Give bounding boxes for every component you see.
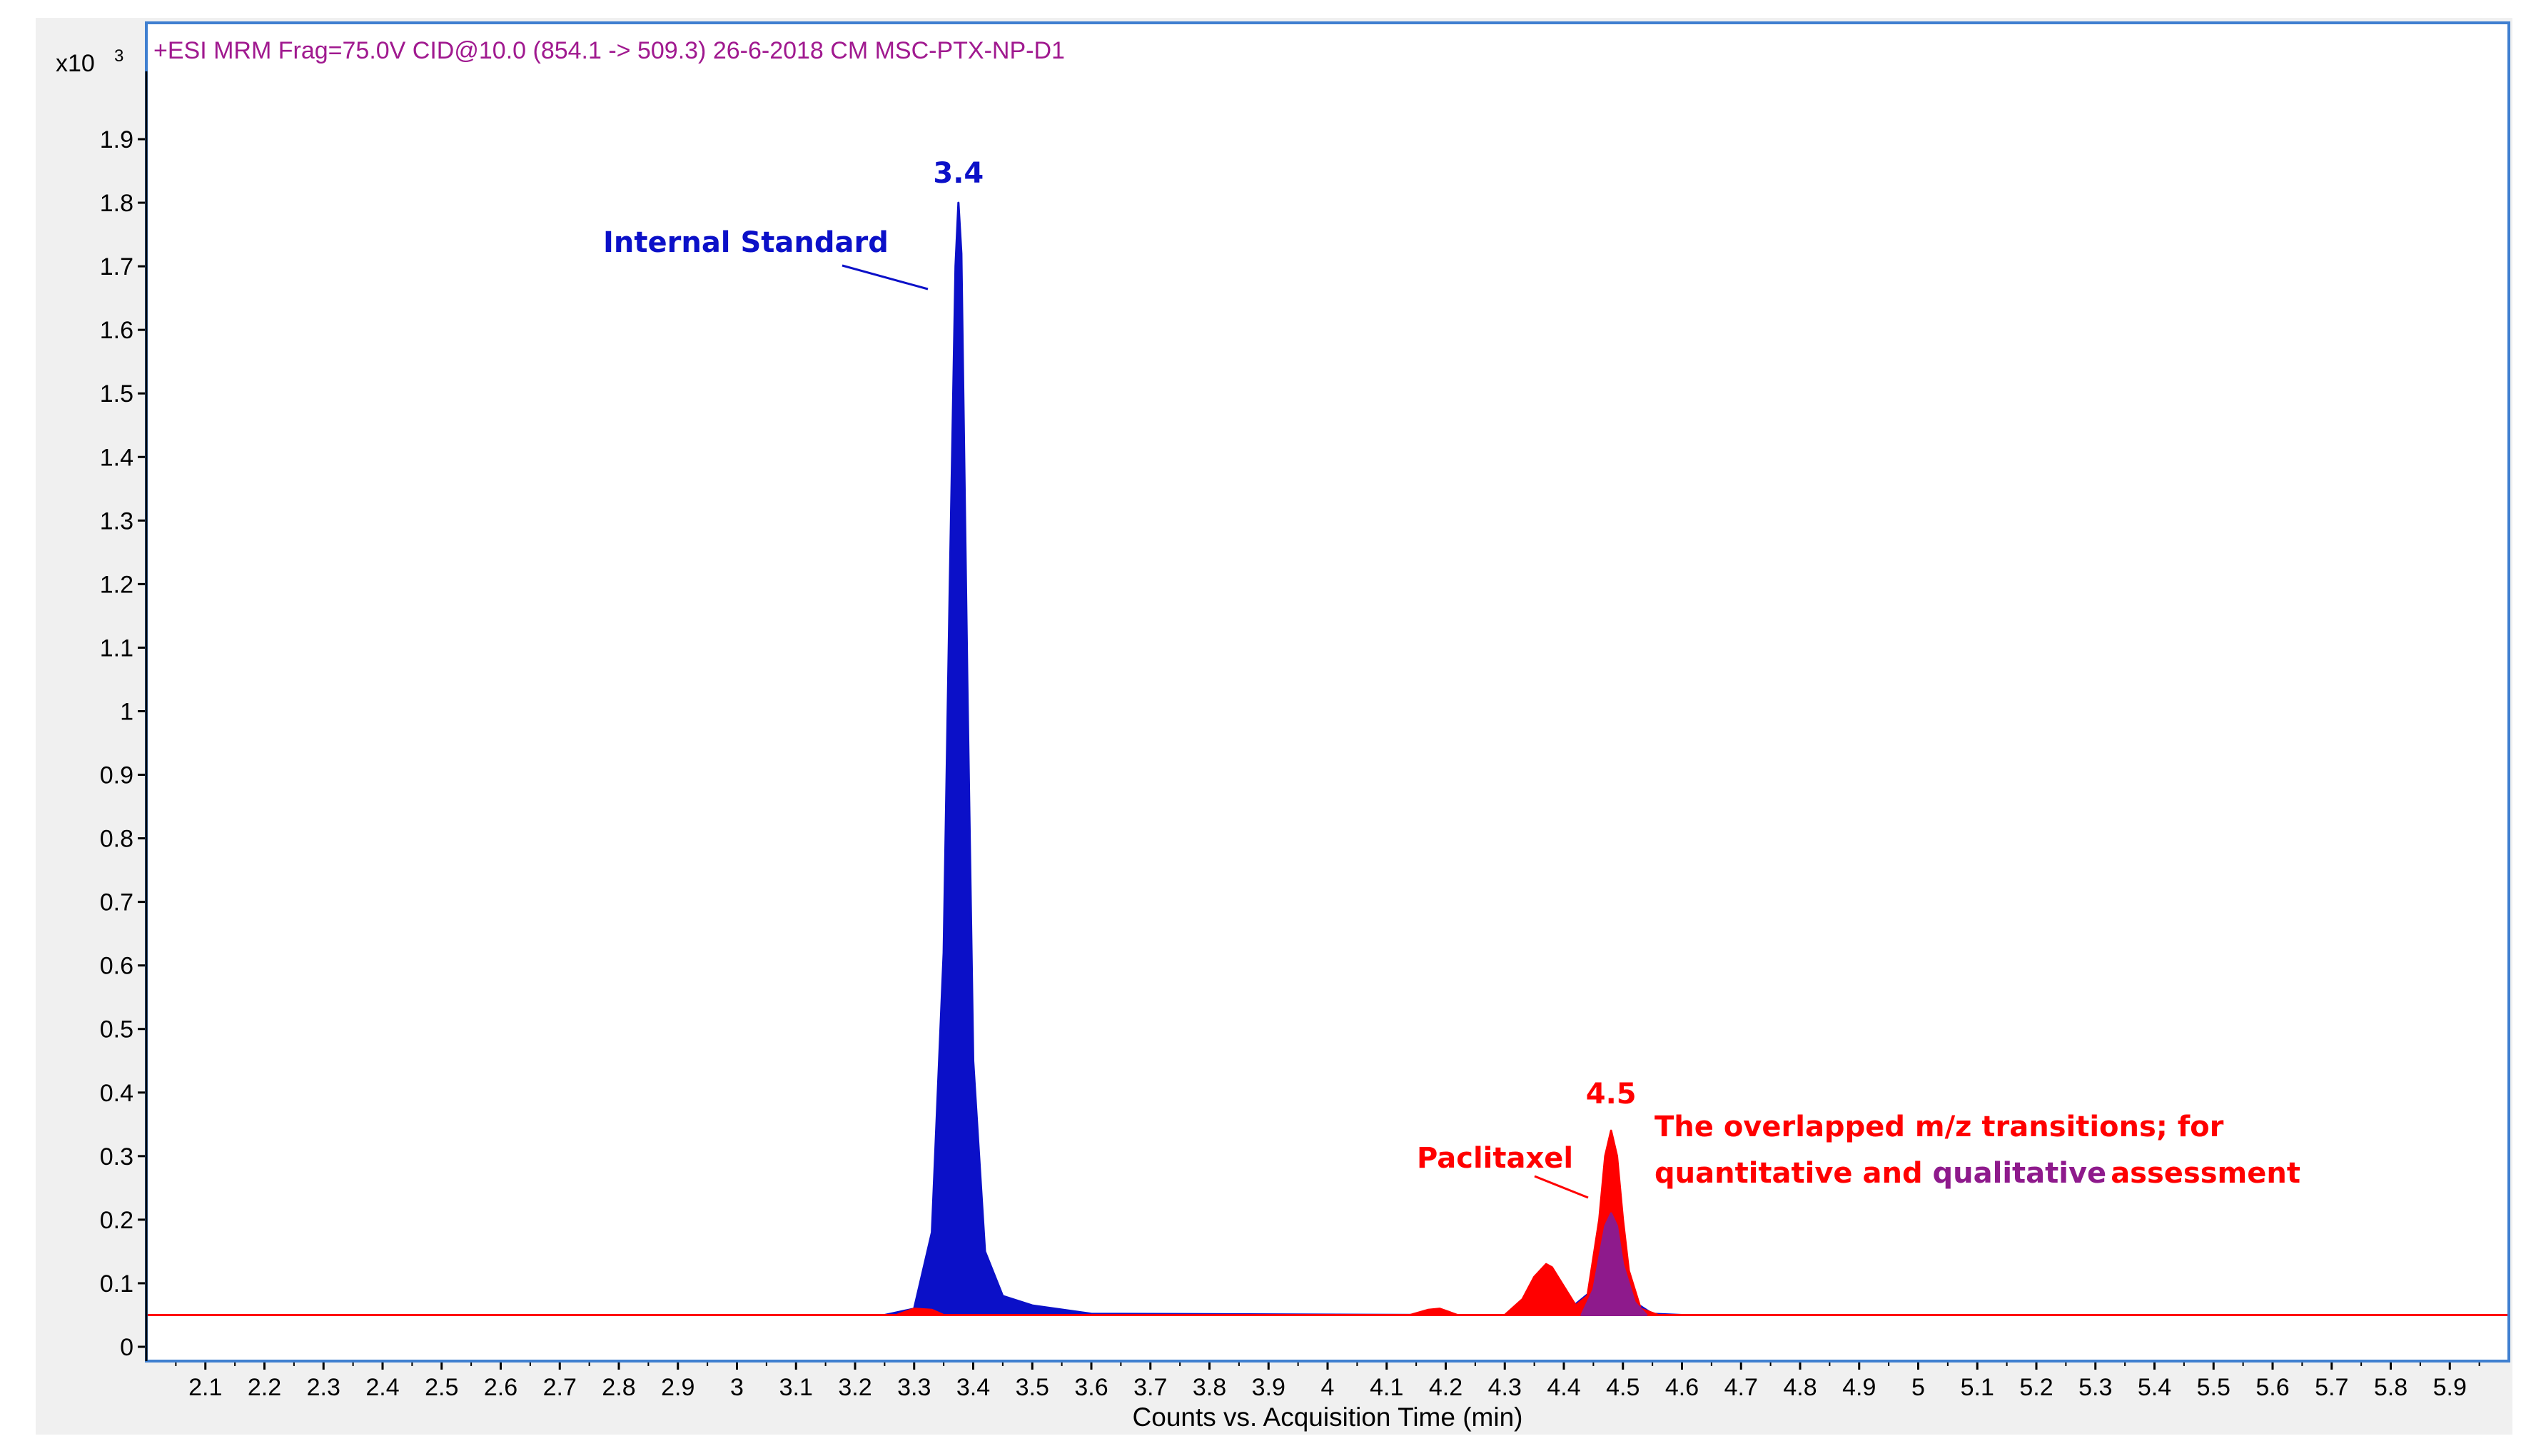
y-tick-label: 0.4 [100,1080,133,1107]
y-tick-label: 1.9 [100,126,133,153]
y-tick-label: 0.1 [100,1270,133,1298]
y-tick-label: 0.3 [100,1143,133,1171]
x-tick-label: 3.4 [956,1374,990,1401]
overlap-note-part-a: quantitative and [1654,1157,1933,1190]
x-tick-label: 4.9 [1842,1374,1876,1401]
x-tick-label: 3.9 [1252,1374,1285,1401]
x-tick-label: 2.9 [661,1374,694,1401]
x-tick-label: 5.1 [1961,1374,1994,1401]
overlap-note-part-b: qualitative [1933,1157,2107,1190]
y-tick-label: 1.6 [100,317,133,344]
x-tick-label: 5.8 [2374,1374,2408,1401]
x-tick-label: 2.8 [602,1374,635,1401]
x-axis-title: Counts vs. Acquisition Time (min) [1133,1402,1523,1432]
y-tick-label: 1.5 [100,380,133,408]
series-paclitaxel-trace [145,1129,2510,1316]
x-tick-label: 2.4 [365,1374,399,1401]
x-tick-label: 3.8 [1193,1374,1226,1401]
annotation-layer: 3.4 Internal Standard 4.5 Paclitaxel The… [603,157,2300,1199]
x-tick-label: 5.6 [2255,1374,2289,1401]
x-tick-label: 5 [1911,1374,1925,1401]
x-tick-label: 5.7 [2315,1374,2348,1401]
y-multiplier-base: x10 [56,50,95,77]
x-tick-label: 4.1 [1370,1374,1403,1401]
series-overlap-trace [1580,1212,1648,1316]
x-tick-label: 3.2 [838,1374,872,1401]
internal-standard-label: Internal Standard [603,226,889,259]
x-tick-label: 5.3 [2078,1374,2112,1401]
x-tick-label: 3.7 [1133,1374,1167,1401]
x-tick-label: 4.2 [1429,1374,1462,1401]
y-tick-label: 0 [120,1334,133,1361]
x-tick-label: 4.6 [1665,1374,1699,1401]
overlap-note-line2: quantitative and qualitative assessment [1654,1157,2300,1190]
y-tick-label: 1.3 [100,507,133,535]
axes-layer: 0 0.1 0.2 0.3 0.4 0.5 0.6 0.7 0.8 0.9 1 1.1 1.2 1.3 1.… [100,126,2480,1401]
y-tick-label: 0.2 [100,1207,133,1234]
x-tick-label: 3 [730,1374,744,1401]
y-tick-label: 1 [120,698,133,725]
internal-standard-leader-line [842,264,929,290]
y-tick-label: 0.7 [100,889,133,916]
y-tick-label: 0.5 [100,1016,133,1043]
y-tick-label: 1.1 [100,635,133,662]
x-tick-label: 2.5 [425,1374,458,1401]
x-tick-label: 3.6 [1074,1374,1108,1401]
x-tick-label: 3.3 [897,1374,931,1401]
plot-area-background [146,23,2509,1361]
series-layer [145,201,2510,1316]
x-tick-label: 2.1 [188,1374,222,1401]
x-tick-label: 4.3 [1488,1374,1522,1401]
overlap-note-part-c: assessment [2111,1157,2300,1190]
is-peak-label: 3.4 [933,157,984,190]
x-tick-label: 5.9 [2433,1374,2467,1401]
y-tick-label: 1.2 [100,571,133,598]
y-tick-label: 0.6 [100,953,133,980]
x-tick-label: 2.3 [307,1374,340,1401]
paclitaxel-label: Paclitaxel [1417,1142,1573,1175]
y-multiplier-exp: 3 [114,46,123,66]
overlap-note-line1: The overlapped m/z transitions; for [1654,1111,2224,1143]
x-tick-label: 2.6 [484,1374,517,1401]
x-tick-label: 4.4 [1547,1374,1580,1401]
x-tick-label: 5.2 [2019,1374,2053,1401]
y-tick-label: 1.4 [100,444,133,471]
paclitaxel-peak-label: 4.5 [1586,1078,1637,1111]
y-tick-label: 0.8 [100,826,133,853]
y-tick-label: 1.8 [100,190,133,217]
x-tick-label: 2.2 [248,1374,281,1401]
chart-title: +ESI MRM Frag=75.0V CID@10.0 (854.1 -> 5… [153,37,1065,64]
x-tick-label: 5.4 [2138,1374,2171,1401]
x-tick-label: 5.5 [2197,1374,2230,1401]
x-tick-label: 3.1 [779,1374,813,1401]
x-tick-label: 4 [1321,1374,1335,1401]
y-tick-label: 0.9 [100,762,133,789]
x-tick-label: 4.8 [1783,1374,1817,1401]
x-tick-label: 2.7 [543,1374,577,1401]
x-tick-label: 4.7 [1724,1374,1758,1401]
y-tick-label: 1.7 [100,253,133,280]
x-tick-label: 4.5 [1606,1374,1640,1401]
x-tick-label: 3.5 [1016,1374,1049,1401]
paclitaxel-leader-line [1534,1175,1589,1199]
